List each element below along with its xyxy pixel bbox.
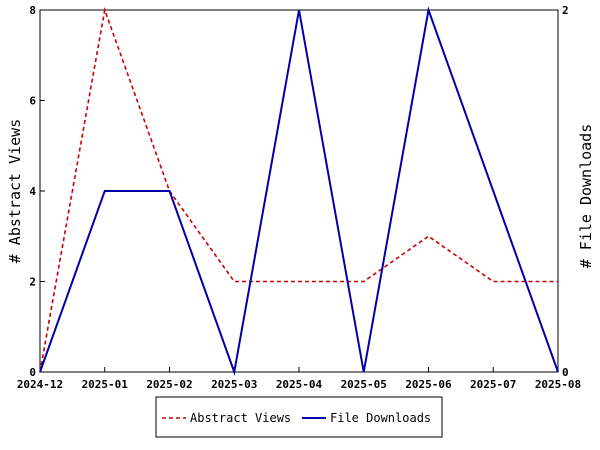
x-tick-label: 2024-12	[17, 378, 63, 391]
y-axis-title: # Abstract Views	[6, 119, 24, 264]
y-tick-label: 0	[29, 366, 36, 379]
x-tick-label: 2025-03	[211, 378, 257, 391]
y2-tick-label: 0	[562, 366, 569, 379]
series-lines	[39, 6, 559, 376]
y2-tick-label: 2	[562, 4, 569, 17]
series-line-abstract-views	[39, 6, 558, 373]
y-axis-right: 02	[553, 4, 569, 379]
y-tick-label: 6	[29, 95, 36, 108]
series-line-file-downloads	[39, 6, 559, 376]
legend: Abstract Views File Downloads	[155, 396, 443, 438]
x-tick-label: 2025-08	[535, 378, 581, 391]
x-axis: 2024-12 2025-01 2025-02 2025-03 2025-04 2025-…	[17, 367, 581, 391]
legend-box	[155, 396, 443, 438]
x-tick-label: 2025-05	[341, 378, 387, 391]
x-tick-label: 2025-01	[82, 378, 129, 391]
x-tick-label: 2025-07	[470, 378, 516, 391]
y-axis-left: 0 2 4 6 8	[29, 4, 45, 379]
y-tick-label: 8	[29, 4, 36, 17]
x-tick-label: 2025-04	[276, 378, 323, 391]
legend-label-abstract-views: Abstract Views	[190, 411, 291, 425]
y2-axis-title: # File Downloads	[577, 124, 595, 269]
y-tick-label: 4	[29, 185, 36, 198]
legend-label-file-downloads: File Downloads	[330, 411, 431, 425]
x-tick-label: 2025-06	[405, 378, 452, 391]
x-tick-label: 2025-02	[146, 378, 192, 391]
y-tick-label: 2	[29, 276, 36, 289]
